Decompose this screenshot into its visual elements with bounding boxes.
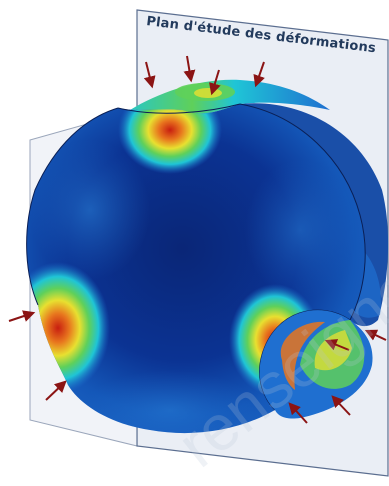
load-arrow (8, 310, 36, 322)
load-arrow (45, 380, 67, 401)
load-arrows (8, 55, 387, 424)
load-arrow (288, 402, 308, 424)
load-arrow (183, 55, 196, 83)
load-arrow (324, 339, 350, 351)
load-arrow (143, 61, 156, 89)
load-arrow (331, 395, 351, 416)
load-arrow (253, 61, 265, 88)
load-arrow (364, 329, 387, 341)
load-arrow (209, 69, 221, 96)
